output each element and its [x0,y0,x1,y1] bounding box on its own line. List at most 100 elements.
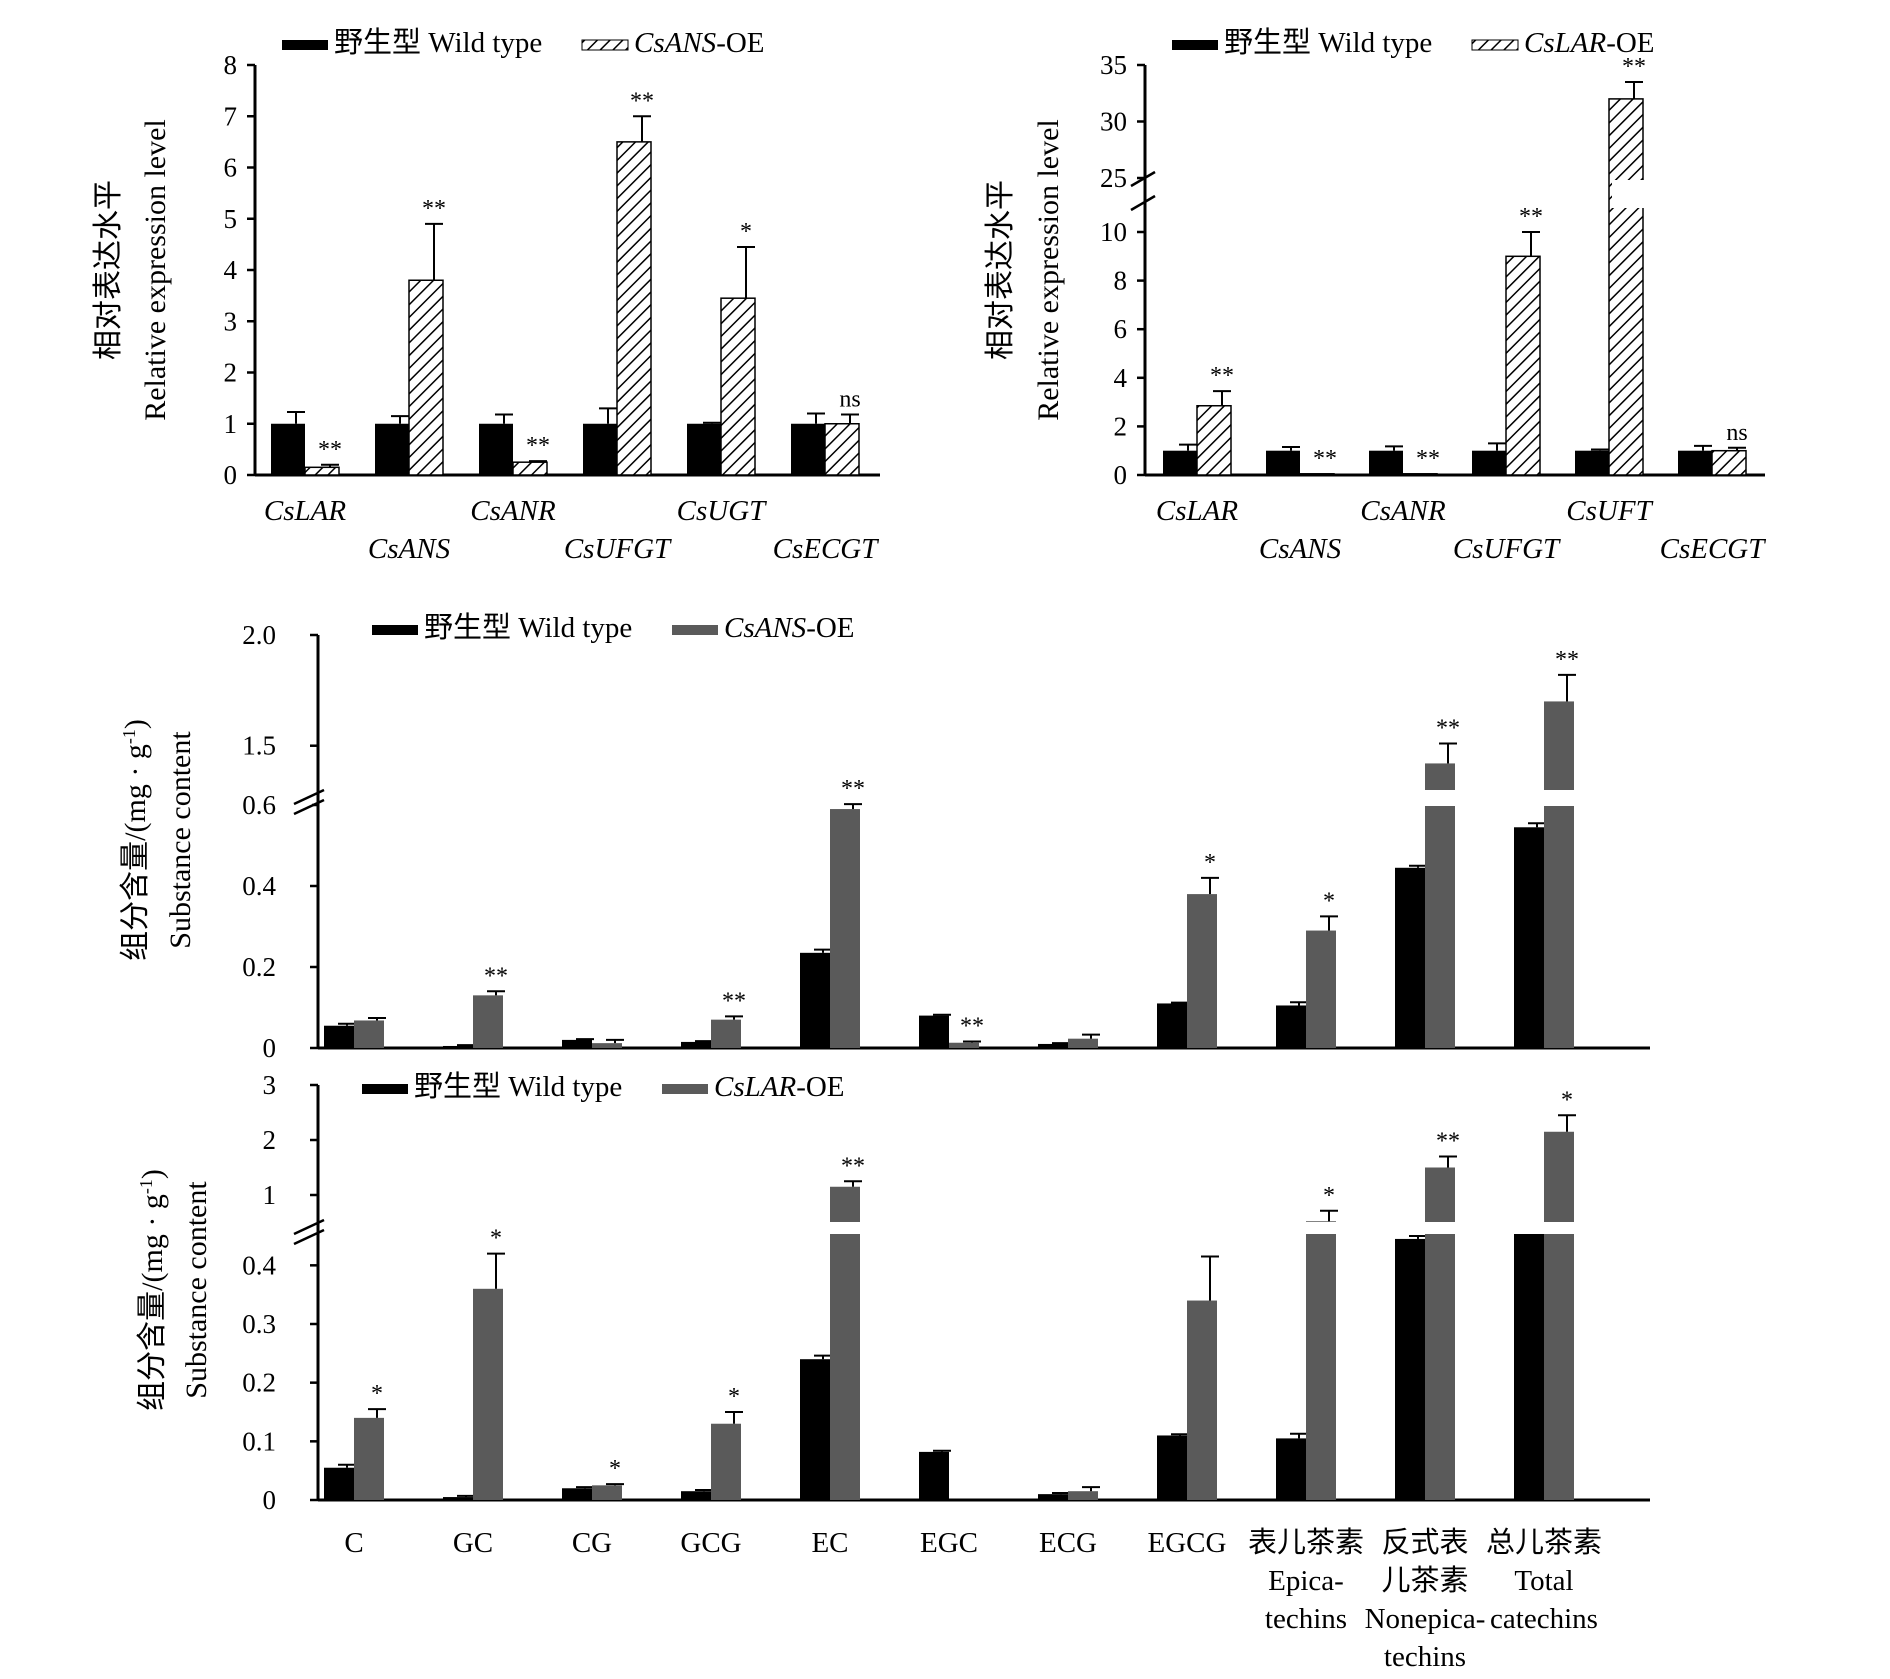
x-category-label: 总儿茶素 [1486,1526,1602,1559]
bar-wild-type-6 [1038,1043,1068,1048]
bar-oe-2 [512,461,548,476]
bar-break-gap [1420,790,1620,806]
significance-label: * [609,1456,621,1482]
axis-break-slash-a [1130,170,1156,188]
significance-label: * [371,1381,383,1407]
legend-chartD: 野生型 Wild type CsLAR-OE [362,1070,845,1103]
y-tick-label: 4 [1114,363,1128,393]
significance-label: ** [318,437,342,463]
legend-swatch-oe [581,39,629,51]
bar-oe-8 [1306,1221,1336,1500]
bar-wild-type-0 [324,1467,354,1500]
y-tick-label: 0.6 [242,790,276,820]
y-tick-label: 0 [1114,460,1128,490]
x-category-label: 儿茶素 [1381,1564,1468,1597]
significance-label: * [728,1384,740,1410]
bar-wild-type-7 [1157,1435,1187,1500]
category-label: CsECGT [1660,533,1767,565]
legend-label-oe: CsANS-OE [724,612,855,644]
legend-label-oe: CsLAR-OE [714,1071,845,1103]
significance-label: ** [1622,54,1646,80]
significance-label: ns [839,387,860,413]
bar-wild-type-10 [1514,827,1544,1048]
axis-break-slash-b [293,798,325,816]
significance-label: * [1323,888,1335,914]
category-label: CsUFGT [1453,533,1561,565]
y-axis-label-en: Substance content [164,731,197,949]
bar-oe-7 [1187,894,1217,1048]
bar-oe-6 [1068,1491,1098,1500]
category-label: CsUFT [1566,495,1653,527]
category-label: CsUFGT [564,533,672,565]
y-tick-label: 0.2 [242,952,276,982]
bar-wild-type-8 [1276,1438,1306,1500]
legend-label-oe: CsLAR-OE [1524,27,1655,59]
y-tick-label: 5 [224,204,238,234]
significance-label: ns [1726,420,1747,446]
x-category-label: techins [1384,1641,1466,1673]
bar-oe-1 [473,1288,503,1500]
bar-oe-2 [592,1485,622,1500]
category-label: CsUGT [677,495,768,527]
bar-oe-0 [1196,404,1232,476]
y-axis-label-cn: 组分含量/(mg · g-1) [136,1169,169,1411]
bar-oe-3 [616,141,652,476]
y-tick-label: 10 [1100,217,1127,247]
bar-wild-type-5 [791,423,825,475]
significance-label: ** [960,1014,984,1040]
category-label: CsLAR [1156,495,1238,527]
bar-oe-5 [1711,449,1747,476]
bar-wild-type-4 [1575,450,1609,475]
bar-wild-type-6 [1038,1494,1068,1500]
significance-label: * [740,219,752,245]
x-category-label: 表儿茶素 [1248,1526,1364,1559]
bar-oe-6 [1068,1038,1098,1048]
y-axis-label-en: Relative expression level [139,119,172,421]
legend-chartA: 野生型 Wild type CsANS-OE [282,26,765,59]
bar-wild-type-4 [800,1359,830,1500]
bar-oe-4 [830,809,860,1048]
bar-wild-type-4 [800,952,830,1048]
x-category-label: ECG [1039,1527,1097,1559]
legend-swatch-wild-type [372,625,418,635]
significance-label: ** [1519,204,1543,230]
y-tick-label: 3 [263,1070,277,1100]
significance-label: ** [841,776,865,802]
bar-wild-type-5 [1678,450,1712,475]
bar-wild-type-3 [583,423,617,475]
bar-oe-3 [711,1423,741,1500]
x-category-label: Total [1514,1565,1573,1597]
bar-oe-3 [711,1019,741,1048]
bar-wild-type-1 [443,1045,473,1048]
legend-swatch-oe [662,1084,708,1094]
legend-label-oe: CsANS-OE [634,27,765,59]
y-tick-label: 8 [224,50,238,80]
x-category-label: catechins [1490,1603,1598,1635]
y-axis-label-en: Relative expression level [1032,119,1065,421]
bar-oe-5 [949,1042,979,1048]
bar-oe-10 [1544,1131,1574,1500]
category-label: CsANR [470,495,556,527]
axis-break-slash-a [293,788,325,806]
bar-wild-type-2 [562,1039,592,1048]
bar-oe-1 [1299,473,1335,476]
significance-label: ** [841,1153,865,1179]
bar-oe-4 [720,297,756,476]
y-tick-label: 3 [224,306,238,336]
axis-break-slash-a [293,1218,325,1236]
axis-break-gap [1131,180,1143,208]
significance-label: ** [630,88,654,114]
legend-label-wild-type: 野生型 Wild type [424,611,632,644]
x-category-label: CG [572,1527,612,1559]
axis-break-slash-b [1130,194,1156,212]
bar-oe-4 [1608,98,1644,476]
legend-swatch-oe [1471,39,1519,51]
significance-label: ** [484,963,508,989]
legend-swatch-wild-type [282,40,328,50]
y-axis-label-cn: 相对表达水平 [92,180,125,360]
significance-label: ** [422,196,446,222]
bar-oe-7 [1187,1300,1217,1500]
bar-oe-0 [354,1417,384,1500]
y-tick-label: 0.2 [242,1368,276,1398]
